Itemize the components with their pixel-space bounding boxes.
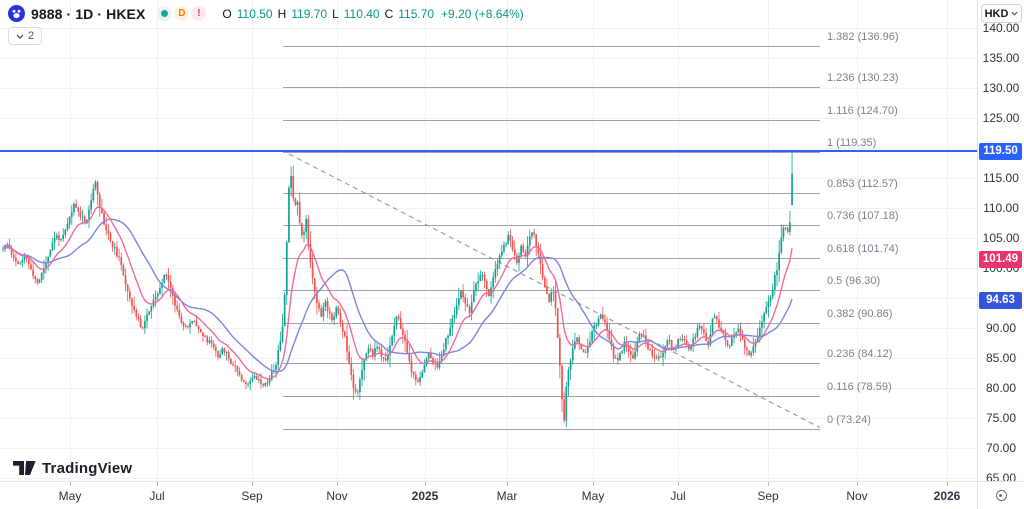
fib-level-label: 0.116 (78.59) — [827, 381, 892, 394]
tradingview-logo[interactable]: TradingView — [13, 460, 132, 477]
time-axis-label: Mar — [496, 489, 518, 503]
close-value: 115.70 — [398, 6, 435, 21]
open-label: O — [222, 6, 232, 21]
time-axis-tick — [857, 482, 858, 486]
time-axis-label: Jul — [670, 489, 686, 503]
price-axis[interactable]: HKD 140.00135.00130.00125.00120.00115.00… — [977, 0, 1024, 485]
symbol-header: 9888 · 1D · HKEX D ! O 110.50 H 119.70 L… — [8, 5, 524, 22]
price-axis-label: 110.00 — [983, 201, 1019, 215]
fib-level-label: 0.618 (101.74) — [827, 242, 899, 255]
status-badges: D ! — [157, 6, 207, 21]
fib-level-label: 1 (119.35) — [827, 136, 877, 149]
low-value: 110.40 — [343, 6, 380, 21]
time-axis-label: Jul — [149, 489, 165, 503]
price-tag: 101.49 — [979, 250, 1022, 268]
time-axis-label: Sep — [757, 489, 779, 503]
fib-level-label: 1.236 (130.23) — [827, 71, 899, 84]
symbol-logo[interactable] — [8, 5, 25, 22]
paw-icon — [12, 9, 21, 19]
fib-level-label: 1.382 (136.96) — [827, 31, 899, 44]
currency-selector-button[interactable]: HKD — [981, 4, 1022, 23]
axis-settings-corner — [977, 481, 1024, 509]
price-axis-label: 140.00 — [982, 21, 1020, 35]
price-axis-label: 130.00 — [982, 81, 1020, 95]
price-axis-label: 90.00 — [985, 321, 1017, 335]
time-axis-label: Nov — [326, 489, 348, 503]
market-status-badge[interactable] — [157, 6, 173, 21]
time-axis-tick — [425, 482, 426, 486]
high-label: H — [277, 6, 287, 21]
ohlc-readout: O 110.50 H 119.70 L 110.40 C 115.70 +9.2… — [222, 7, 523, 21]
tradingview-glyph-icon — [13, 461, 36, 475]
time-axis-tick — [678, 482, 679, 486]
fib-level-label: 1.116 (124.70) — [827, 104, 898, 117]
collapse-indicators-button[interactable]: 2 — [8, 27, 43, 45]
time-axis[interactable]: May Jul Sep Nov 2025 Mar May Jul Sep Nov 2026 — [0, 481, 977, 509]
fib-level-label: 0 (73.24) — [827, 413, 872, 426]
chevron-down-icon — [16, 34, 24, 39]
fib-level-label: 0.236 (84.12) — [827, 348, 893, 361]
symbol-title[interactable]: 9888 · 1D · HKEX — [31, 5, 146, 22]
tradingview-wordmark: TradingView — [42, 460, 133, 477]
notice-badge[interactable]: ! — [191, 6, 207, 21]
currency-label: HKD — [984, 7, 1009, 20]
open-value: 110.50 — [236, 6, 273, 21]
close-label: C — [384, 6, 394, 21]
price-axis-label: 105.00 — [982, 231, 1020, 245]
time-axis-tick — [507, 482, 508, 486]
fib-level-label: 0.853 (112.57) — [827, 177, 898, 190]
market-status-dot-icon — [161, 10, 169, 17]
high-value: 119.70 — [291, 6, 328, 21]
price-axis-label: 70.00 — [985, 441, 1017, 455]
axis-settings-icon[interactable] — [995, 490, 1007, 501]
time-axis-tick — [947, 482, 948, 486]
time-axis-label: 2026 — [933, 489, 961, 503]
price-axis-label: 80.00 — [985, 381, 1017, 395]
chart-pane: 1.382 (136.96) 1.236 (130.23) 1.116 (124.7… — [0, 0, 977, 481]
time-axis-label: Sep — [241, 489, 263, 503]
time-axis-label: May — [581, 489, 605, 503]
price-axis-label: 85.00 — [985, 351, 1017, 365]
price-tag: 94.63 — [979, 291, 1022, 309]
time-axis-tick — [593, 482, 594, 486]
price-axis-label: 135.00 — [982, 51, 1020, 65]
time-axis-tick — [337, 482, 338, 486]
price-axis-label: 125.00 — [982, 111, 1020, 125]
time-axis-tick — [252, 482, 253, 486]
fib-level-label: 0.736 (107.18) — [827, 209, 899, 222]
price-axis-label: 75.00 — [985, 411, 1017, 425]
time-axis-tick — [157, 482, 158, 486]
low-label: L — [332, 6, 339, 21]
time-axis-label: May — [58, 489, 82, 503]
change-value: +9.20 (+8.64%) — [441, 6, 524, 21]
fib-level-label: 0.5 (96.30) — [827, 275, 881, 288]
delayed-data-badge[interactable]: D — [174, 6, 190, 21]
collapse-count: 2 — [28, 30, 35, 42]
price-axis-label: 115.00 — [983, 171, 1019, 185]
time-axis-tick — [768, 482, 769, 486]
price-chart-canvas[interactable] — [0, 0, 977, 481]
time-axis-label: Nov — [846, 489, 868, 503]
price-tag: 119.50 — [979, 142, 1022, 160]
time-axis-label: 2025 — [411, 489, 439, 503]
fib-level-label: 0.382 (90.86) — [827, 307, 893, 320]
chevron-down-icon — [1011, 11, 1018, 16]
time-axis-tick — [70, 482, 71, 486]
